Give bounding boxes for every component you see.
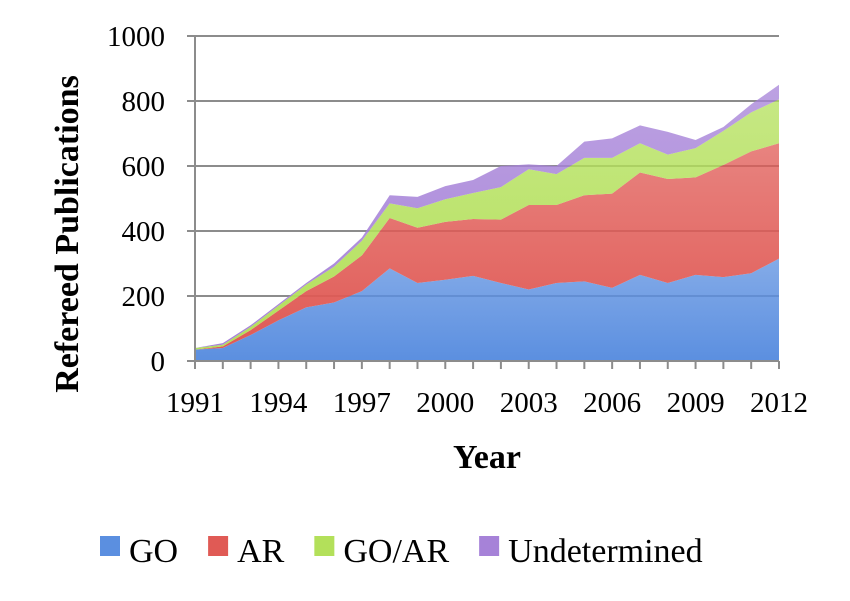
- y-tick-label: 0: [151, 346, 166, 378]
- legend-swatch: [479, 536, 500, 556]
- y-tick-label: 1000: [107, 21, 165, 53]
- legend-swatch: [208, 536, 229, 556]
- y-tick-labels: 0 200 400 600 800 1000: [107, 21, 165, 378]
- y-axis-title: Refereed Publications: [49, 75, 86, 393]
- x-tick-label: 2009: [667, 387, 725, 419]
- x-tick-label: 1991: [166, 387, 224, 419]
- legend: GO AR GO/AR Undetermined: [100, 533, 703, 570]
- y-tick-label: 800: [122, 86, 166, 118]
- x-tick-label: 1997: [333, 387, 391, 419]
- area-go-ar: [195, 99, 779, 350]
- x-tick-label: 1994: [249, 387, 308, 419]
- axes: [187, 35, 780, 369]
- legend-swatch: [100, 536, 120, 556]
- stacked-areas: [195, 84, 779, 361]
- area-ar: [195, 143, 779, 350]
- x-tick-label: 2006: [583, 387, 641, 419]
- legend-label: Undetermined: [508, 533, 703, 570]
- legend-label: GO/AR: [343, 533, 449, 570]
- legend-swatch: [314, 536, 335, 556]
- x-tick-label: 2003: [500, 387, 558, 419]
- x-axis-title: Year: [453, 439, 521, 476]
- y-tick-label: 600: [122, 151, 166, 183]
- y-tick-label: 200: [122, 281, 166, 313]
- area-go: [195, 258, 779, 361]
- x-tick-label: 2000: [416, 387, 474, 419]
- legend-label: GO: [129, 533, 178, 570]
- y-tick-label: 400: [122, 216, 166, 248]
- x-tick-label: 2012: [750, 387, 808, 419]
- legend-label: AR: [237, 533, 285, 570]
- x-tick-labels: 1991 1994 1997 2000 2003 2006 2009 2012: [166, 387, 808, 419]
